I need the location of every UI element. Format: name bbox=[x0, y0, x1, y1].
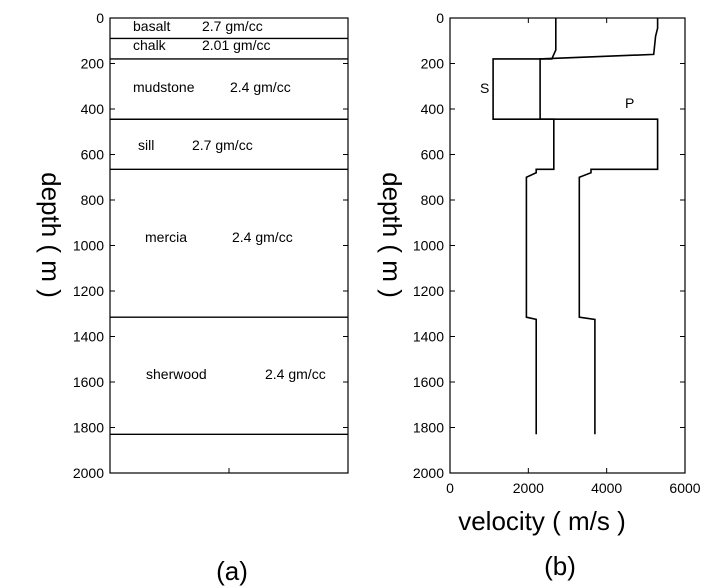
layer-density-label: 2.01 gm/cc bbox=[202, 37, 270, 53]
panel-b-ytick-label: 1800 bbox=[413, 420, 444, 436]
layer-density-label: 2.4 gm/cc bbox=[230, 79, 291, 95]
panel-b-series: SP bbox=[480, 18, 659, 435]
panel-b-xtick-label: 6000 bbox=[669, 480, 700, 496]
panel-b-xtick-label: 4000 bbox=[591, 480, 622, 496]
panel-a-ylabel: depth ( m ) bbox=[36, 172, 66, 298]
panel-b-ylabel: depth ( m ) bbox=[377, 172, 407, 298]
panel-a-ytick-label: 600 bbox=[81, 147, 105, 163]
series-line-s bbox=[492, 18, 557, 435]
layer-name-label: mercia bbox=[145, 229, 187, 245]
panel-b-ytick-label: 2000 bbox=[413, 465, 444, 481]
panel-a-caption: (a) bbox=[216, 556, 248, 586]
panel-a-ytick-label: 1200 bbox=[73, 283, 104, 299]
panel-a-ytick-label: 1800 bbox=[73, 420, 104, 436]
layer-name-label: basalt bbox=[133, 18, 170, 34]
layer-name-label: sill bbox=[138, 137, 154, 153]
layer-name-label: chalk bbox=[133, 37, 167, 53]
series-label-p: P bbox=[625, 95, 634, 111]
layer-density-label: 2.7 gm/cc bbox=[202, 18, 263, 34]
panel-a-ytick-label: 2000 bbox=[73, 465, 104, 481]
panel-b-x-ticks: 0 2000 4000 6000 bbox=[446, 18, 701, 496]
panel-b-caption: (b) bbox=[544, 551, 576, 581]
layer-name-label: mudstone bbox=[133, 79, 195, 95]
layer-name-label: sherwood bbox=[146, 366, 207, 382]
panel-a-ytick-label: 1400 bbox=[73, 329, 104, 345]
series-line-p bbox=[539, 18, 659, 435]
panel-b-ytick-label: 200 bbox=[421, 56, 445, 72]
panel-b-ytick-label: 1000 bbox=[413, 238, 444, 254]
panel-b-ytick-label: 1200 bbox=[413, 283, 444, 299]
panel-b-xtick-label: 2000 bbox=[513, 480, 544, 496]
panel-a-layers: basalt 2.7 gm/cc chalk 2.01 gm/cc mudstone 2.… bbox=[110, 18, 348, 436]
panel-a-ytick-label: 1000 bbox=[73, 238, 104, 254]
panel-a-ytick-label: 400 bbox=[81, 101, 105, 117]
panel-b-ytick-label: 1400 bbox=[413, 329, 444, 345]
layer-density-label: 2.4 gm/cc bbox=[265, 366, 326, 382]
panel-b-ytick-label: 800 bbox=[421, 192, 445, 208]
panel-a-ytick-label: 800 bbox=[81, 192, 105, 208]
panel-b-xlabel: velocity ( m/s ) bbox=[458, 506, 626, 536]
panel-b-ytick-label: 600 bbox=[421, 147, 445, 163]
panel-b-ytick-label: 0 bbox=[436, 10, 444, 26]
panel-a-y-ticks: 0 200 400 600 800 1000 1200 1400 1600 1800 2000 bbox=[73, 10, 348, 481]
panel-b-ytick-label: 1600 bbox=[413, 374, 444, 390]
layer-density-label: 2.4 gm/cc bbox=[232, 229, 293, 245]
panel-b-xtick-label: 0 bbox=[446, 480, 454, 496]
panel-a-chart: 0 200 400 600 800 1000 1200 1400 1600 1800 2000 ba… bbox=[36, 10, 349, 586]
panel-b-ytick-label: 400 bbox=[421, 101, 445, 117]
panel-a-ytick-label: 0 bbox=[96, 10, 104, 26]
layer-density-label: 2.7 gm/cc bbox=[192, 137, 253, 153]
panel-b-y-ticks: 0 200 400 600 800 1000 1200 1400 1600 1800 2000 bbox=[413, 10, 685, 481]
series-label-s: S bbox=[480, 80, 489, 96]
panel-a-ytick-label: 1600 bbox=[73, 374, 104, 390]
panel-a-ytick-label: 200 bbox=[81, 56, 105, 72]
